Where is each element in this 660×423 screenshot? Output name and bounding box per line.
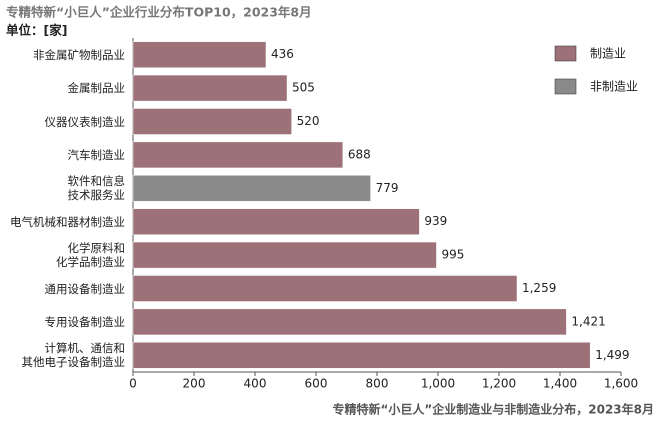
source-note: 专精特新“小巨人”企业制造业与非制造业分布，2023年8月	[332, 402, 654, 417]
bar	[132, 141, 344, 169]
x-tick-label: 800	[366, 377, 389, 391]
y-tick-label: 金属制品业	[67, 81, 126, 96]
unit-label: 单位：[家]	[6, 23, 67, 38]
y-tick-label: 通用设备制造业	[44, 281, 126, 296]
x-tick-label: 1,200	[482, 377, 516, 391]
data-label: 779	[376, 181, 399, 195]
data-label: 1,421	[571, 314, 605, 328]
bar	[132, 175, 371, 202]
legend-swatch	[554, 45, 577, 62]
x-tick-label: 200	[183, 377, 206, 391]
bar	[132, 108, 292, 135]
x-tick-label: 400	[244, 377, 267, 391]
x-tick-label: 0	[129, 377, 137, 391]
bar	[132, 208, 420, 235]
chart-title: 专精特新“小巨人”企业行业分布TOP10，2023年8月	[6, 5, 312, 20]
data-label: 436	[271, 47, 294, 61]
x-tick-label: 1,400	[543, 377, 577, 391]
y-tick-label: 汽车制造业	[67, 147, 126, 162]
data-label: 1,499	[595, 348, 629, 362]
x-tick-label: 1,600	[604, 377, 638, 391]
y-tick-label: 化学原料和 化学品制造业	[56, 241, 125, 270]
y-tick-label: 电气机械和器材制造业	[10, 214, 125, 229]
legend-label: 非制造业	[590, 80, 638, 94]
bar	[132, 241, 437, 269]
data-label: 505	[292, 81, 315, 95]
legend-swatch	[554, 78, 577, 95]
x-tick-label: 1,000	[421, 377, 455, 391]
legend-label: 制造业	[590, 47, 626, 61]
data-label: 995	[441, 248, 464, 262]
y-tick-label: 软件和信息 技术服务业	[67, 174, 126, 203]
bar	[132, 275, 518, 302]
x-tick-label: 600	[305, 377, 328, 391]
y-tick-label: 非金属矿物制品业	[33, 47, 125, 62]
bar	[132, 74, 288, 102]
bar	[132, 308, 567, 336]
y-tick-label: 专用设备制造业	[44, 314, 126, 329]
y-tick-label: 仪器仪表制造业	[44, 114, 126, 129]
data-label: 939	[424, 214, 447, 228]
bar	[132, 41, 267, 68]
y-tick-label: 计算机、通信和 其他电子设备制造业	[21, 341, 126, 370]
data-label: 688	[348, 147, 371, 161]
data-label: 520	[297, 114, 320, 128]
bar	[132, 342, 591, 369]
data-label: 1,259	[522, 281, 556, 295]
